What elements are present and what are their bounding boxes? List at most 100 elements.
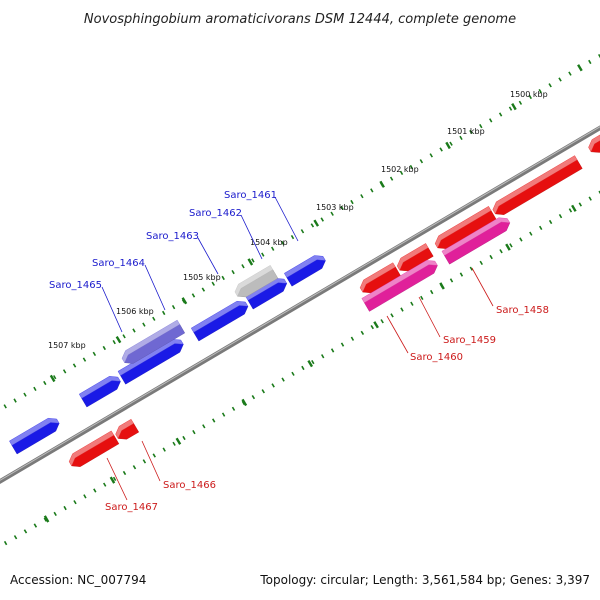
scale-tick	[290, 234, 295, 240]
gene-leader-line	[418, 296, 441, 338]
scale-tick	[162, 310, 166, 316]
scale-tick	[231, 406, 236, 411]
scale-tick	[53, 375, 57, 380]
scale-major-tick	[109, 476, 116, 484]
scale-tick	[419, 159, 424, 164]
scale-major-tick	[379, 180, 385, 188]
scale-tick	[221, 275, 225, 281]
scale-tick	[171, 305, 176, 310]
scale-major-tick	[307, 359, 314, 368]
scale-tick	[281, 377, 285, 382]
scale-tick	[529, 231, 533, 236]
scale-tick	[449, 278, 454, 283]
gene-leader-line	[197, 237, 219, 275]
gene-arrow[interactable]	[78, 376, 121, 408]
scale-tick	[152, 316, 156, 321]
scale-tick	[558, 77, 562, 82]
gene-label-layer: Saro_1461 Saro_1462 Saro_1463 Saro_1464 Saro…	[49, 190, 549, 513]
scale-tick	[390, 313, 394, 318]
gene-arrow[interactable]	[9, 417, 60, 455]
gene-arrow[interactable]	[190, 300, 249, 342]
gene-leader-line	[106, 457, 128, 501]
gene-label[interactable]: Saro_1458	[496, 305, 549, 316]
gene-arrow-face	[495, 159, 583, 215]
scale-tick	[321, 354, 325, 359]
gene-leader-line	[240, 214, 263, 260]
gene-label[interactable]: Saro_1465	[49, 280, 102, 291]
scale-tick	[132, 328, 136, 333]
scale-tick	[13, 398, 17, 403]
scale-tick	[409, 164, 414, 170]
scale-tick	[261, 252, 265, 257]
gene-arrow[interactable]	[361, 260, 438, 312]
gene-arrow[interactable]	[396, 243, 434, 272]
gene-label[interactable]: Saro_1462	[189, 208, 242, 219]
scale-tick	[83, 494, 87, 499]
scale-tick	[548, 83, 552, 88]
scale-tick	[558, 214, 563, 219]
map-title: Novosphingobium aromaticivorans DSM 1244…	[84, 12, 516, 27]
scale-tick	[72, 363, 77, 368]
gene-label[interactable]: Saro_1461	[224, 190, 277, 201]
scale-tick	[201, 287, 206, 292]
gene-arrow[interactable]	[284, 255, 326, 287]
scale-tick	[112, 476, 117, 481]
scale-tick	[568, 208, 573, 213]
gene-label[interactable]: Saro_1464	[92, 258, 145, 269]
gene-arrow[interactable]	[115, 418, 140, 440]
gene-arrow-top	[434, 206, 492, 249]
scale-tick	[469, 129, 473, 135]
kbp-marker-label: 1504 kbp	[250, 238, 288, 247]
scale-major-tick	[313, 219, 320, 227]
gene-arrow[interactable]	[68, 430, 120, 467]
gene-label[interactable]: Saro_1467	[105, 502, 158, 513]
scale-major-tick	[49, 374, 56, 383]
gene-arrow-top	[121, 319, 181, 364]
gene-label[interactable]: Saro_1463	[146, 231, 199, 242]
kbp-marker-label: 1503 kbp	[316, 203, 354, 212]
gene-label[interactable]: Saro_1459	[443, 335, 496, 346]
accession-text: Accession: NC_007794	[10, 573, 147, 587]
scale-tick	[261, 389, 265, 394]
gene-arrow[interactable]	[121, 319, 186, 364]
scale-tick	[251, 394, 256, 400]
gene-arrow-top	[115, 418, 134, 439]
scale-tick	[142, 459, 147, 464]
gene-arrow-top	[441, 217, 511, 256]
scale-tick	[439, 147, 443, 152]
scale-major-tick	[577, 64, 583, 72]
scale-major-tick	[241, 398, 248, 407]
gene-leader-line	[274, 196, 299, 242]
scale-tick	[122, 334, 126, 339]
gene-arrow[interactable]	[359, 262, 401, 294]
scale-tick	[102, 345, 106, 351]
gene-arrow[interactable]	[588, 134, 600, 153]
scale-major-tick	[181, 297, 188, 305]
gene-label[interactable]: Saro_1460	[410, 352, 463, 363]
scale-tick	[192, 430, 196, 435]
scale-tick	[221, 412, 226, 417]
gene-leader-line	[386, 315, 409, 354]
scale-tick	[301, 365, 305, 371]
scale-tick	[310, 223, 315, 228]
scale-major-tick	[511, 102, 517, 111]
gene-label[interactable]: Saro_1466	[163, 480, 216, 491]
scale-tick	[578, 202, 582, 207]
scale-tick	[152, 453, 156, 458]
kbp-marker-label: 1506 kbp	[116, 307, 154, 316]
gene-arrow[interactable]	[492, 155, 583, 215]
scale-tick	[410, 301, 414, 306]
gene-arrow[interactable]	[234, 265, 279, 298]
scale-tick	[82, 357, 87, 362]
scale-major-tick	[445, 141, 451, 150]
scale-tick	[499, 249, 503, 254]
gene-arrow[interactable]	[441, 217, 511, 265]
scale-tick	[400, 307, 404, 312]
scale-tick	[191, 293, 196, 298]
gene-arrow[interactable]	[434, 206, 497, 249]
scale-tick	[489, 118, 493, 123]
scale-tick	[548, 219, 553, 225]
scale-tick	[182, 435, 186, 441]
scale-tick	[93, 488, 97, 493]
